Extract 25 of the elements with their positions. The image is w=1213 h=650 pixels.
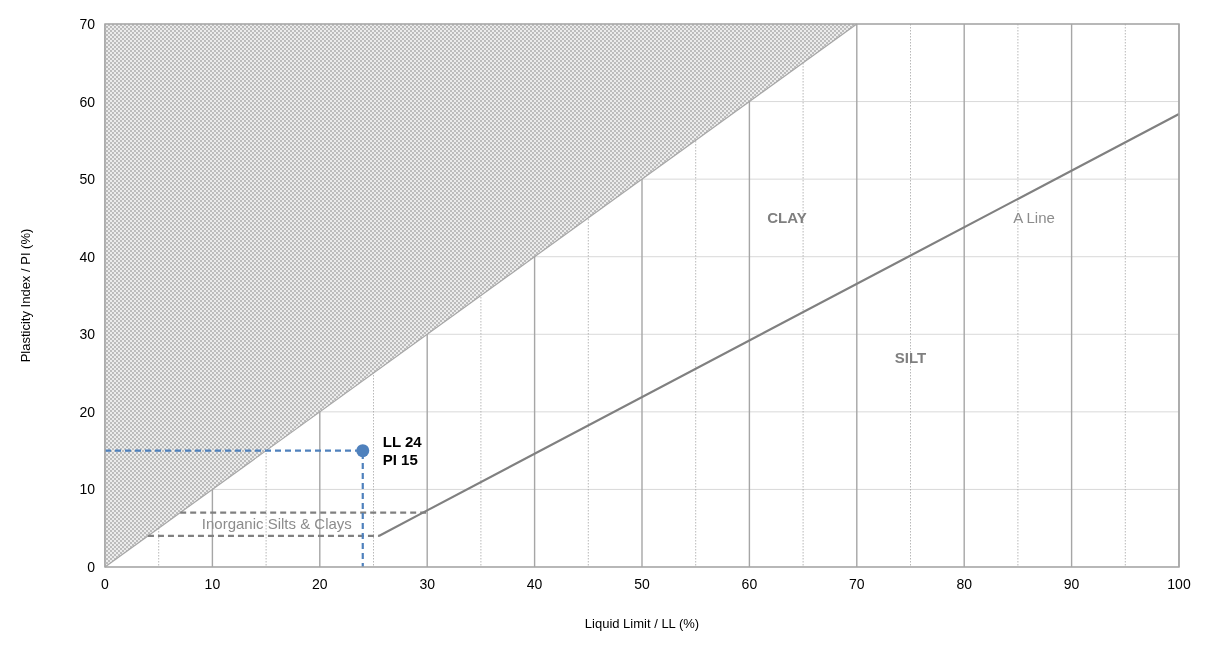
x-tick-label: 100 bbox=[1167, 576, 1191, 592]
y-tick-label: 40 bbox=[79, 248, 96, 265]
y-axis-title: Plasticity Index / PI (%) bbox=[18, 228, 33, 363]
x-tick-label: 40 bbox=[526, 576, 543, 592]
x-tick-label: 30 bbox=[419, 576, 436, 592]
y-tick-label: 70 bbox=[79, 16, 96, 32]
x-axis-title: Liquid Limit / LL (%) bbox=[584, 616, 700, 631]
x-tick-label: 90 bbox=[1063, 576, 1080, 592]
y-tick-label: 10 bbox=[79, 481, 96, 498]
x-tick-label: 10 bbox=[204, 576, 221, 592]
x-tick-label: 0 bbox=[101, 576, 110, 592]
y-tick-label: 20 bbox=[79, 403, 96, 420]
y-tick-label: 60 bbox=[79, 93, 96, 110]
y-tick-label: 30 bbox=[79, 326, 96, 343]
x-tick-label: 60 bbox=[741, 576, 758, 592]
annotation: SILT bbox=[894, 348, 927, 366]
annotation: LL 24 PI 15 bbox=[382, 432, 423, 468]
annotation: CLAY bbox=[767, 208, 807, 226]
x-tick-label: 20 bbox=[312, 576, 328, 592]
x-tick-label: 80 bbox=[956, 576, 973, 592]
x-tick-label: 50 bbox=[634, 576, 650, 592]
annotation: A Line bbox=[1013, 208, 1055, 226]
y-tick-label: 50 bbox=[79, 171, 96, 188]
x-tick-label: 70 bbox=[849, 576, 865, 592]
y-tick-label: 0 bbox=[87, 559, 96, 575]
